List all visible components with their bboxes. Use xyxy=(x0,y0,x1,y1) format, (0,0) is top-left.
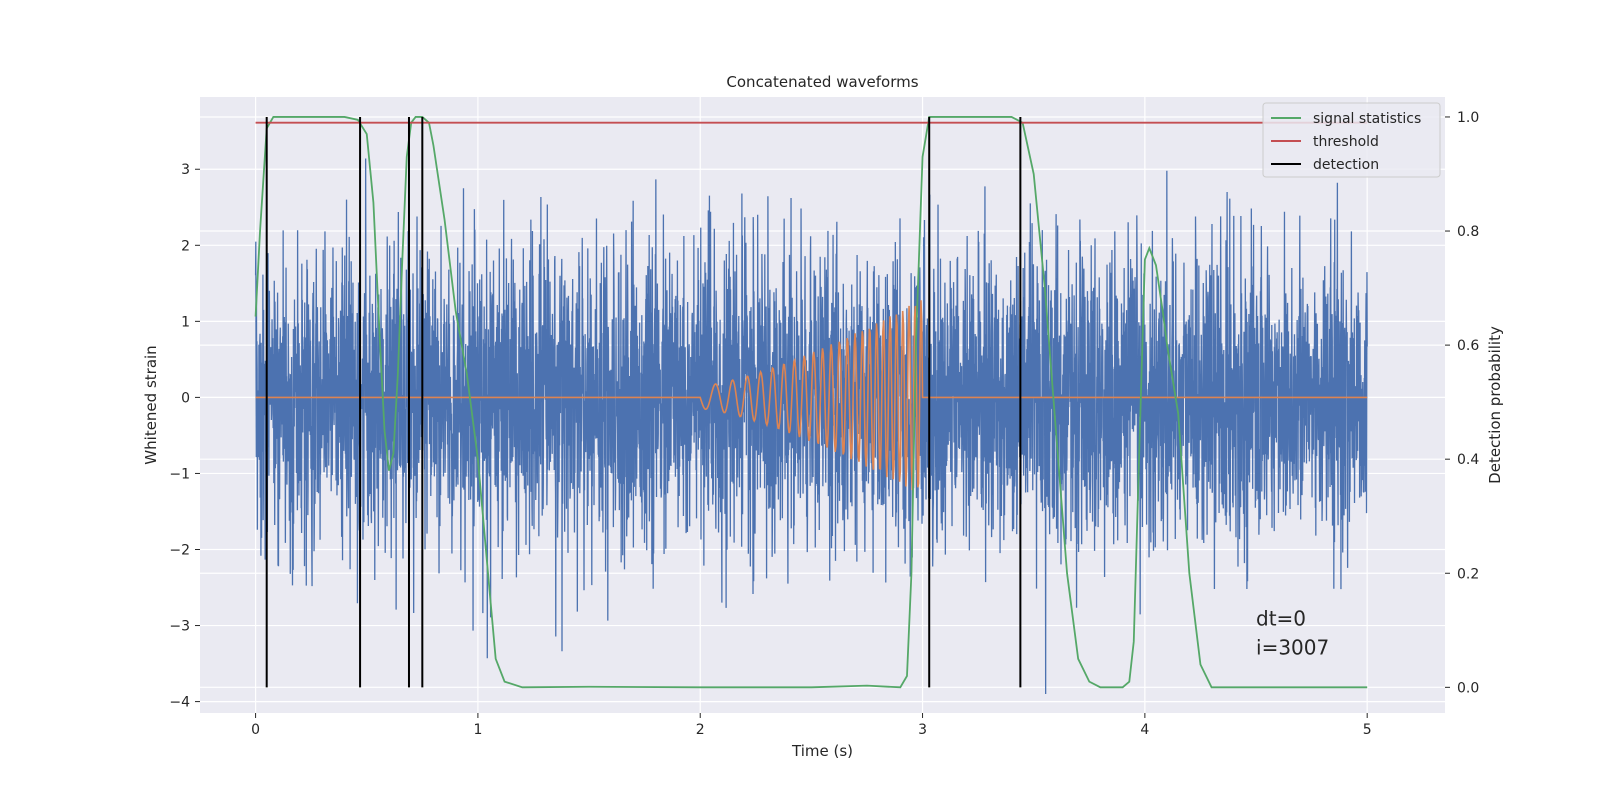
y-tick-label: 2 xyxy=(181,238,190,254)
y2-tick-label: 1.0 xyxy=(1457,110,1479,126)
left-axis-series xyxy=(254,158,1368,694)
y-tick-label: 0 xyxy=(181,390,190,406)
chart-title: Concatenated waveforms xyxy=(726,73,918,91)
legend: signal statistics threshold detection xyxy=(1262,102,1441,178)
annotation: dt=0 i=3007 xyxy=(1256,607,1329,660)
legend-box xyxy=(1262,102,1441,178)
legend-label: signal statistics xyxy=(1313,111,1421,127)
signal-statistics-line xyxy=(254,116,1368,689)
y2-tick-label: 0.2 xyxy=(1457,566,1479,582)
y2-tick-label: 0.6 xyxy=(1457,338,1479,354)
annotation-index: i=3007 xyxy=(1256,635,1329,659)
x-tick-label: 2 xyxy=(696,722,705,738)
x-tick-label: 5 xyxy=(1363,722,1372,738)
y-axis-label: Whitened strain xyxy=(142,345,160,464)
y2-tick-label: 0.8 xyxy=(1457,224,1479,240)
y-tick-label: −3 xyxy=(169,619,190,635)
legend-label: threshold xyxy=(1313,134,1379,150)
y-tick-label: −4 xyxy=(169,695,190,711)
y2-tick-label: 0.4 xyxy=(1457,452,1479,468)
x-axis-label: Time (s) xyxy=(791,742,853,760)
y2-tick-label: 0.0 xyxy=(1457,680,1479,696)
right-axis-series xyxy=(254,116,1368,689)
x-tick-label: 4 xyxy=(1140,722,1149,738)
y2-axis-label: Detection probability xyxy=(1486,326,1504,484)
x-tick-label: 3 xyxy=(918,722,927,738)
x-tick-label: 0 xyxy=(251,722,260,738)
y-tick-label: 1 xyxy=(181,314,190,330)
annotation-dt: dt=0 xyxy=(1256,607,1306,631)
legend-label: detection xyxy=(1313,157,1379,173)
y-tick-label: −2 xyxy=(169,542,190,558)
y-tick-label: −1 xyxy=(169,466,190,482)
x-tick-label: 1 xyxy=(473,722,482,738)
y-tick-label: 3 xyxy=(181,162,190,178)
injected-waveform-line xyxy=(255,300,1368,491)
axis-ticks: 0 1 2 3 4 5 −4 −3 −2 −1 0 1 2 3 0.0 0.2 0.4 0.6 0.8 1.0 xyxy=(169,110,1479,738)
